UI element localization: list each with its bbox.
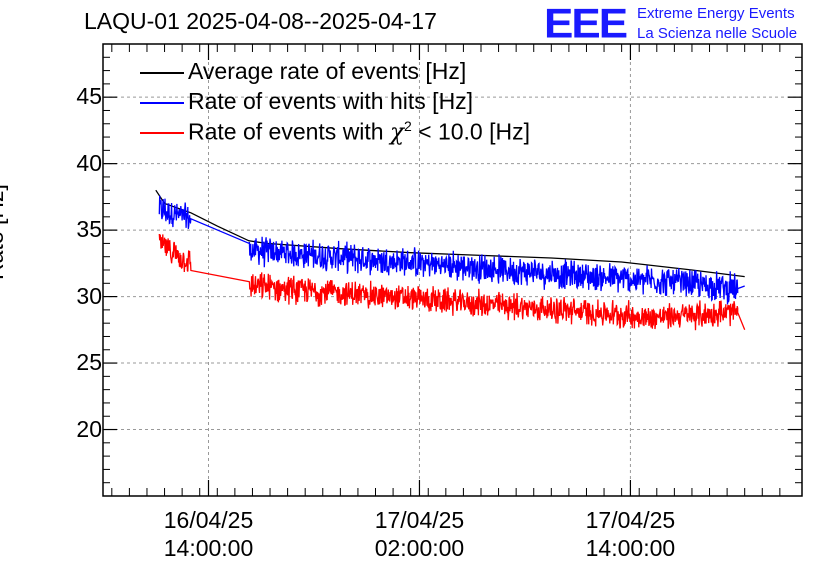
logo-caption-line1: Extreme Energy Events	[637, 5, 795, 22]
y-tick-label-40: 40	[76, 149, 102, 176]
x-tick-date: 17/04/25	[374, 507, 465, 533]
x-tick-date: 16/04/25	[163, 507, 254, 533]
x-tick-date: 17/04/25	[585, 507, 676, 533]
legend-line-chi2	[140, 132, 184, 134]
y-axis-label: Rate [Hz]	[0, 184, 8, 280]
x-tick-label-2: 17/04/25 14:00:00	[565, 506, 695, 562]
logo-caption: Extreme Energy Events La Scienza nelle S…	[637, 4, 797, 44]
x-tick-label-0: 16/04/25 14:00:00	[144, 506, 274, 562]
y-tick-label-35: 35	[76, 216, 102, 243]
logo-caption-line2: La Scienza nelle Scuole	[637, 25, 798, 42]
y-tick-label-45: 45	[76, 83, 102, 110]
series-line-1	[158, 195, 745, 305]
chi-symbol: χ	[390, 119, 404, 146]
x-tick-time: 14:00:00	[585, 535, 676, 561]
y-tick-label-20: 20	[76, 415, 102, 442]
legend-label-hits: Rate of events with hits [Hz]	[188, 88, 474, 114]
x-tick-time: 02:00:00	[374, 535, 465, 561]
legend-line-hits	[140, 102, 184, 104]
x-tick-label-1: 17/04/25 02:00:00	[354, 506, 484, 562]
legend-label-chi2: Rate of events with χ2 < 10.0 [Hz]	[188, 118, 530, 146]
legend-label-average: Average rate of events [Hz]	[188, 58, 467, 84]
y-tick-label-30: 30	[76, 282, 102, 309]
x-tick-time: 14:00:00	[163, 535, 254, 561]
series-line-2	[158, 233, 746, 331]
y-tick-label-25: 25	[76, 349, 102, 376]
series-line-0	[155, 189, 745, 278]
legend-line-average	[140, 72, 184, 74]
chart-title: LAQU-01 2025-04-08--2025-04-17	[84, 8, 437, 34]
eee-logo: EEE	[544, 0, 628, 47]
